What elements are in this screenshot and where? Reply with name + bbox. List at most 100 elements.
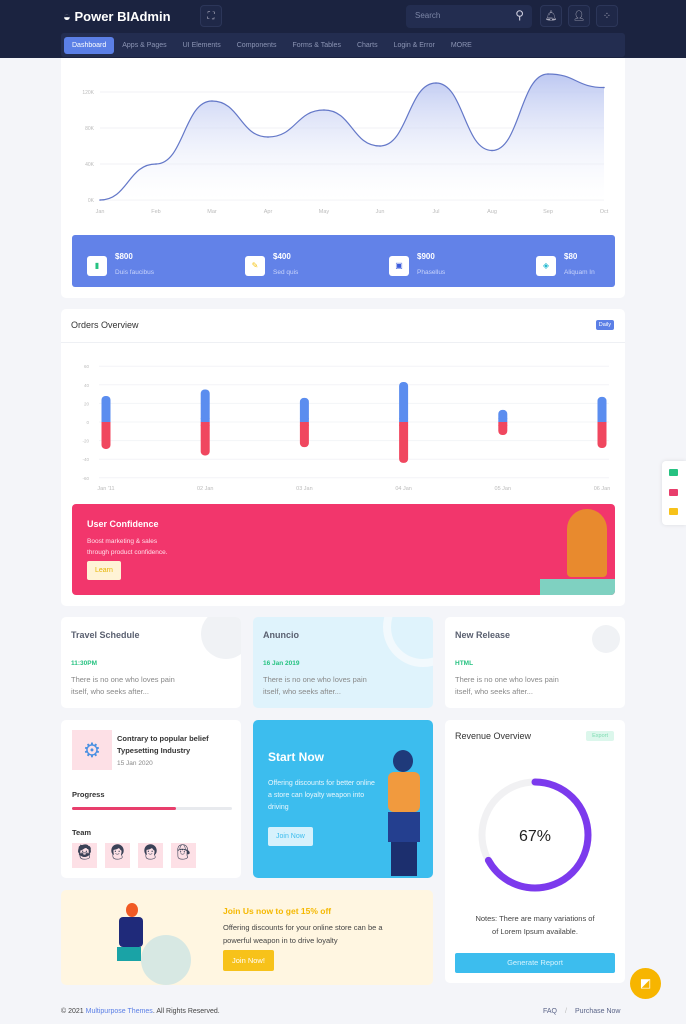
yellow-icon[interactable] [669,508,678,515]
search-icon[interactable]: ⚲ [515,8,524,22]
nav-forms-tables[interactable]: Forms & Tables [292,41,341,49]
bar-join [299,422,309,426]
bar-join [498,422,508,426]
faq-link[interactable]: FAQ [543,1008,558,1015]
revenue-overview-card: Revenue Overview Export 67% Notes: There… [445,720,625,983]
card-title: New Release [455,630,511,640]
fab-chat-icon[interactable]: ◩ [630,968,661,999]
banner-line: through product confidence. [87,549,168,556]
pink-icon[interactable] [669,489,678,496]
card-title: Revenue Overview [455,731,532,741]
card-title: Travel Schedule [71,630,140,640]
user-icon[interactable]: 👤︎ [568,5,590,27]
books-illustration [540,579,615,595]
bell-icon[interactable]: 🔔︎ [540,5,562,27]
company-link[interactable]: Multipurpose Themes [85,1008,153,1015]
y-tick-label: 40 [84,383,90,388]
avatar[interactable]: 👩︎ [138,843,163,868]
note-line: of Lorem Ipsum available. [492,927,578,936]
dancer-illustration [81,895,191,985]
nav-login-error[interactable]: Login & Error [393,41,435,49]
data-point [435,82,437,84]
data-point [547,73,549,75]
copy-prefix: © 2021 [61,1008,86,1015]
bar [101,395,111,422]
data-point [379,145,381,147]
x-tick-label: Jan '11 [97,486,114,492]
promo-text: Offering discounts for your online store… [223,923,383,945]
join-now-promo-button[interactable]: Join Now! [223,950,274,971]
x-tick-label: Mar [207,209,217,215]
y-tick-label: 120K [82,90,94,96]
daily-badge[interactable]: Daily [595,320,614,330]
nav-components[interactable]: Components [236,41,277,49]
gear-wrench-icon: ⚙ [72,730,112,770]
data-point [99,199,101,201]
bar-join [399,418,409,422]
new-release-card: New Release HTML There is no one who lov… [445,617,625,708]
project-card: ⚙ Contrary to popular belief Typesetting … [61,720,241,878]
nav-more[interactable]: MORE [450,41,472,49]
start-text: Offering discounts for better online a s… [268,780,375,811]
revenue-donut [478,778,592,892]
bar-join [101,422,111,426]
user-confidence-banner: User Confidence Boost marketing & sales t… [72,504,615,595]
team-label: Team [72,828,92,837]
banner-title: User Confidence [87,519,159,529]
avatar[interactable]: 👦︎ [171,843,196,868]
x-tick-label: 02 Jan [197,486,214,492]
purchase-now-link[interactable]: Purchase Now [574,1008,621,1015]
team-avatars: 🧔︎ 👩︎ 👩︎ 👦︎ [72,843,196,868]
fullscreen-icon[interactable]: ⛶ [200,5,222,27]
progress-label: Progress [72,790,105,799]
y-tick-label: 60 [84,364,90,369]
bar [101,422,111,449]
x-tick-label: Aug [487,209,497,215]
generate-report-button[interactable]: Generate Report [455,953,615,973]
card-title: Anuncio [263,630,299,640]
title-line: Typesetting Industry [117,746,191,755]
avatar[interactable]: 👩︎ [105,843,130,868]
nav-dashboard[interactable]: Dashboard [64,36,115,54]
nav-apps-pages[interactable]: Apps & Pages [122,41,167,49]
nav-charts[interactable]: Charts [356,41,378,49]
note-line: Notes: There are many variations of [475,914,595,923]
data-point [267,136,269,138]
search-placeholder: Search [415,11,441,20]
bar [299,422,309,448]
sales-chart-card: 0K 40K 80K 120K Jan Feb Mar Apr May Jun Jul Aug Sep O… [61,58,625,298]
decor-circle [201,617,241,659]
stat-value: $80 [564,252,578,261]
y-tick-label: -20 [82,439,89,444]
copy-suffix: . All Rights Reserved. [152,1008,220,1015]
search-input[interactable]: Search ⚲ [406,5,532,28]
apps-icon[interactable]: ⁘ [596,5,618,27]
card-tag: HTML [455,660,474,667]
data-point [491,149,493,152]
export-button[interactable]: Export [586,731,614,741]
x-tick-label: Jun [376,209,385,215]
green-icon[interactable] [669,469,678,476]
learn-button[interactable]: Learn [87,561,121,580]
avatar[interactable]: 🧔︎ [72,843,97,868]
anuncio-card: Anuncio 16 Jan 2019 There is no one who … [253,617,433,708]
bar [399,382,409,422]
stat-value: $400 [273,252,291,261]
card-text: There is no one who loves pain itself, wh… [263,674,367,698]
footer-copyright: © 2021 Multipurpose Themes. All Rights R… [61,1008,220,1015]
bar [200,422,210,456]
y-tick-label: 0 [86,420,89,425]
nav-ui-elements[interactable]: UI Elements [182,41,221,49]
bar [200,389,210,422]
data-point [603,86,605,89]
bar-join [101,418,111,422]
orders-bar-chart: 60 40 20 0 -20 -40 -60 Jan '11 02 Jan 03 Jan 04 Ja… [82,364,611,492]
brand-logo[interactable]: ◒ Power BIAdmin [63,9,171,24]
side-panel [662,461,686,525]
progress-fill [72,807,176,810]
stat-label: Duis faucibus [115,269,155,276]
join-now-button[interactable]: Join Now [268,827,313,846]
card-text: There is no one who loves pain itself, wh… [455,674,559,698]
x-tick-label: 06 Jan [594,486,611,492]
promo-title: Join Us now to get 15% off [223,906,332,916]
